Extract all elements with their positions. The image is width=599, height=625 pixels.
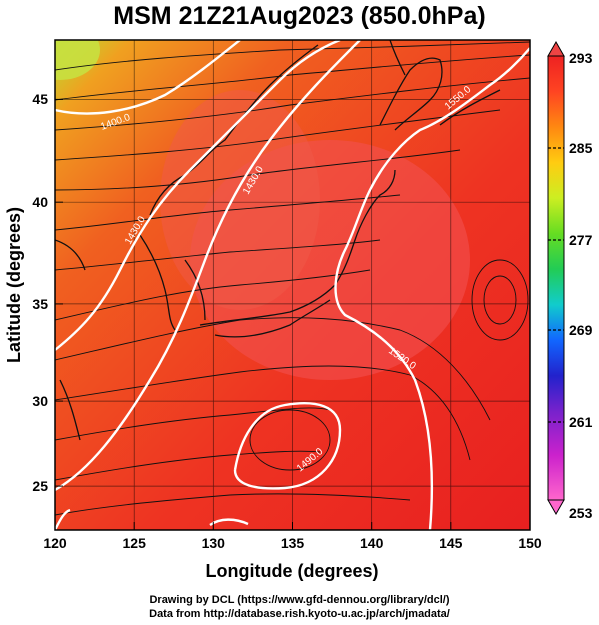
colorbar-label: 293 <box>569 50 593 66</box>
y-tick-label: 30 <box>32 393 48 409</box>
colorbar-label: 285 <box>569 140 593 156</box>
x-tick-label: 125 <box>123 535 147 551</box>
map-title: MSM 21Z21Aug2023 (850.0hPa) <box>113 2 486 30</box>
y-tick-label: 35 <box>32 296 48 312</box>
coastlines <box>55 40 501 441</box>
x-tick-label: 145 <box>439 535 463 551</box>
height-contours <box>55 40 530 530</box>
y-axis-label: Latitude (degrees) <box>4 207 24 363</box>
colorbar-label: 269 <box>569 322 593 338</box>
tick-marks <box>54 98 531 530</box>
colorbar-scale <box>547 55 565 501</box>
colorbar-label: 261 <box>569 414 593 430</box>
y-tick-label: 40 <box>32 194 48 210</box>
y-tick-label: 25 <box>32 478 48 494</box>
x-axis-label: Longitude (degrees) <box>205 561 378 581</box>
colorbar-bottom-arrow <box>547 499 565 516</box>
credit-line-drawing: Drawing by DCL (https://www.gfd-dennou.o… <box>149 594 450 606</box>
x-tick-label: 140 <box>360 535 384 551</box>
credit-line-data: Data from http://database.rish.kyoto-u.a… <box>149 608 450 620</box>
colorbar: 293 285 277 269 261 253 <box>547 40 593 521</box>
colorbar-label: 277 <box>569 232 593 248</box>
colorbar-label: 253 <box>569 505 593 521</box>
x-tick-label: 135 <box>281 535 305 551</box>
x-tick-label: 130 <box>202 535 226 551</box>
grid-lines <box>55 40 530 530</box>
x-tick-labels: 120 125 130 135 140 145 150 <box>43 535 542 551</box>
x-tick-label: 150 <box>518 535 542 551</box>
y-tick-labels: 25 30 35 40 45 <box>32 91 48 494</box>
x-tick-label: 120 <box>43 535 67 551</box>
y-tick-label: 45 <box>32 91 48 107</box>
colorbar-top-arrow <box>547 40 565 57</box>
